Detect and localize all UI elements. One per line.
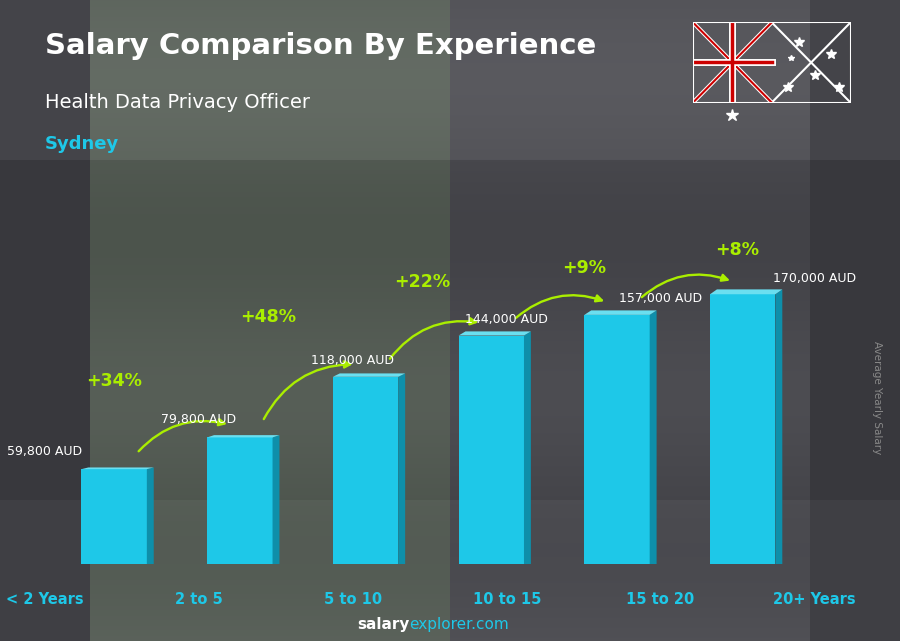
Text: 144,000 AUD: 144,000 AUD (465, 313, 548, 326)
Text: explorer.com: explorer.com (410, 617, 509, 633)
Text: +22%: +22% (394, 273, 450, 291)
Polygon shape (776, 289, 782, 564)
Text: salary: salary (357, 617, 410, 633)
Polygon shape (399, 374, 405, 564)
Polygon shape (459, 331, 531, 335)
Text: 20+ Years: 20+ Years (773, 592, 856, 607)
Text: 170,000 AUD: 170,000 AUD (773, 272, 856, 285)
Text: 2 to 5: 2 to 5 (175, 592, 223, 607)
Polygon shape (710, 289, 782, 294)
Bar (459, 335, 524, 564)
Polygon shape (333, 374, 405, 377)
Text: 79,800 AUD: 79,800 AUD (161, 413, 237, 426)
Bar (584, 315, 650, 564)
Text: Average Yearly Salary: Average Yearly Salary (872, 341, 883, 454)
Text: +9%: +9% (562, 259, 606, 277)
Text: 15 to 20: 15 to 20 (626, 592, 695, 607)
Text: +48%: +48% (240, 308, 296, 326)
Polygon shape (584, 310, 657, 315)
Bar (207, 437, 273, 564)
Polygon shape (207, 435, 280, 437)
Bar (710, 294, 776, 564)
Polygon shape (650, 310, 657, 564)
Polygon shape (147, 467, 154, 564)
Text: Salary Comparison By Experience: Salary Comparison By Experience (45, 32, 596, 60)
Text: 118,000 AUD: 118,000 AUD (311, 354, 394, 367)
Text: Health Data Privacy Officer: Health Data Privacy Officer (45, 93, 310, 112)
Text: +8%: +8% (716, 241, 760, 260)
Text: +34%: +34% (86, 372, 142, 390)
Text: 157,000 AUD: 157,000 AUD (619, 292, 702, 305)
Polygon shape (82, 467, 154, 469)
Polygon shape (273, 435, 280, 564)
Text: 5 to 10: 5 to 10 (324, 592, 382, 607)
Bar (82, 469, 147, 564)
Polygon shape (524, 331, 531, 564)
Text: < 2 Years: < 2 Years (6, 592, 84, 607)
Text: 59,800 AUD: 59,800 AUD (7, 445, 83, 458)
Bar (333, 377, 399, 564)
Text: 10 to 15: 10 to 15 (472, 592, 541, 607)
Text: Sydney: Sydney (45, 135, 119, 153)
